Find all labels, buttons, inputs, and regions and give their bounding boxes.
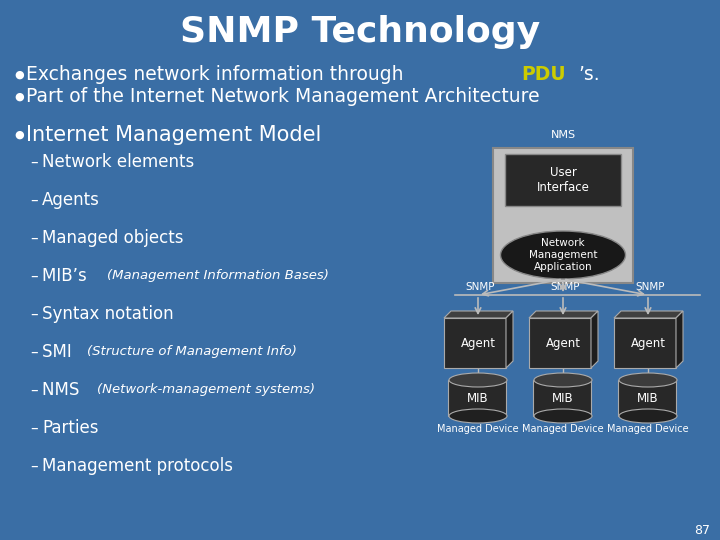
Text: (Network-management systems): (Network-management systems) [97,383,315,396]
Text: Part of the Internet Network Management Architecture: Part of the Internet Network Management … [26,87,539,106]
Text: (Management Information Bases): (Management Information Bases) [107,269,328,282]
Text: Managed Device: Managed Device [437,424,519,434]
Text: Agent: Agent [546,336,580,349]
Text: –: – [30,268,37,284]
Text: NMS: NMS [42,381,85,399]
Text: SMI: SMI [42,343,77,361]
Ellipse shape [619,409,677,423]
Text: –: – [30,382,37,397]
Text: Managed objects: Managed objects [42,229,184,247]
Polygon shape [444,311,513,318]
Text: Managed Device: Managed Device [522,424,604,434]
Ellipse shape [619,373,677,387]
Polygon shape [529,311,598,318]
FancyBboxPatch shape [493,148,633,283]
Text: (Structure of Management Info): (Structure of Management Info) [87,346,297,359]
Text: –: – [30,231,37,246]
Text: Syntax notation: Syntax notation [42,305,174,323]
Text: Agents: Agents [42,191,100,209]
Polygon shape [591,311,598,368]
Text: ’s.: ’s. [578,65,600,84]
Ellipse shape [449,409,507,423]
Text: MIB: MIB [637,392,659,404]
Text: ●: ● [14,70,24,80]
Text: 87: 87 [694,523,710,537]
Text: –: – [30,421,37,435]
Ellipse shape [534,373,592,387]
Ellipse shape [500,231,626,279]
Text: –: – [30,307,37,321]
Ellipse shape [449,373,507,387]
Text: NMS: NMS [550,130,575,140]
FancyBboxPatch shape [444,318,506,368]
Text: MIB’s: MIB’s [42,267,92,285]
Polygon shape [614,311,683,318]
Text: SNMP: SNMP [465,282,495,292]
Text: –: – [30,154,37,170]
Text: SNMP Technology: SNMP Technology [180,15,540,49]
Text: ●: ● [14,130,24,140]
Text: Managed Device: Managed Device [607,424,689,434]
FancyBboxPatch shape [448,380,506,416]
Text: ●: ● [14,92,24,102]
FancyBboxPatch shape [618,380,676,416]
Text: Internet Management Model: Internet Management Model [26,125,321,145]
Ellipse shape [534,409,592,423]
Text: SNMP: SNMP [550,282,580,292]
Text: MIB: MIB [467,392,489,404]
Text: SNMP: SNMP [635,282,665,292]
Text: Exchanges network information through: Exchanges network information through [26,65,410,84]
Text: –: – [30,345,37,360]
Text: User
Interface: User Interface [536,166,590,194]
Text: Agent: Agent [461,336,495,349]
FancyBboxPatch shape [614,318,676,368]
Text: Parties: Parties [42,419,99,437]
Text: Management protocols: Management protocols [42,457,233,475]
Text: MIB: MIB [552,392,574,404]
Text: PDU: PDU [521,65,565,84]
FancyBboxPatch shape [529,318,591,368]
Polygon shape [676,311,683,368]
FancyBboxPatch shape [533,380,591,416]
Polygon shape [506,311,513,368]
FancyBboxPatch shape [505,154,621,206]
Text: –: – [30,458,37,474]
Text: Network
Management
Application: Network Management Application [528,238,598,272]
Text: Agent: Agent [631,336,665,349]
Text: Network elements: Network elements [42,153,194,171]
Text: –: – [30,192,37,207]
